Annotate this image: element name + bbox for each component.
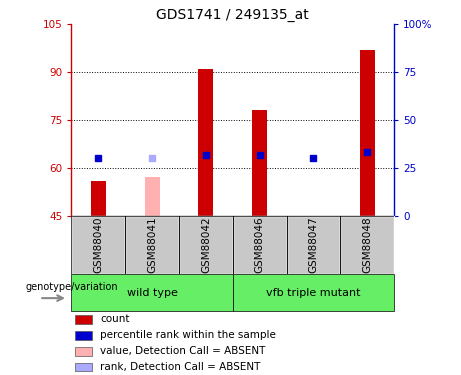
Title: GDS1741 / 249135_at: GDS1741 / 249135_at — [156, 8, 309, 22]
Bar — [233, 216, 287, 274]
Bar — [75, 315, 93, 324]
Bar — [75, 331, 93, 340]
Bar — [198, 69, 213, 216]
Bar — [252, 110, 267, 216]
Bar — [75, 363, 93, 372]
Bar — [71, 274, 233, 311]
Text: GSM88047: GSM88047 — [308, 216, 319, 273]
Text: GSM88042: GSM88042 — [201, 216, 211, 273]
Text: count: count — [100, 314, 130, 324]
Text: value, Detection Call = ABSENT: value, Detection Call = ABSENT — [100, 346, 266, 356]
Text: GSM88048: GSM88048 — [362, 216, 372, 273]
Text: wild type: wild type — [127, 288, 177, 297]
Bar — [287, 216, 340, 274]
Text: percentile rank within the sample: percentile rank within the sample — [100, 330, 276, 340]
Bar — [91, 181, 106, 216]
Bar — [233, 274, 394, 311]
Bar — [360, 50, 375, 216]
Text: rank, Detection Call = ABSENT: rank, Detection Call = ABSENT — [100, 362, 260, 372]
Bar — [75, 346, 93, 355]
Bar — [125, 216, 179, 274]
Text: GSM88040: GSM88040 — [93, 216, 103, 273]
Text: vfb triple mutant: vfb triple mutant — [266, 288, 361, 297]
Text: genotype/variation: genotype/variation — [25, 282, 118, 292]
Bar — [71, 216, 125, 274]
Bar — [179, 216, 233, 274]
Text: GSM88046: GSM88046 — [254, 216, 265, 273]
Bar — [340, 216, 394, 274]
Bar — [145, 177, 160, 216]
Text: GSM88041: GSM88041 — [147, 216, 157, 273]
